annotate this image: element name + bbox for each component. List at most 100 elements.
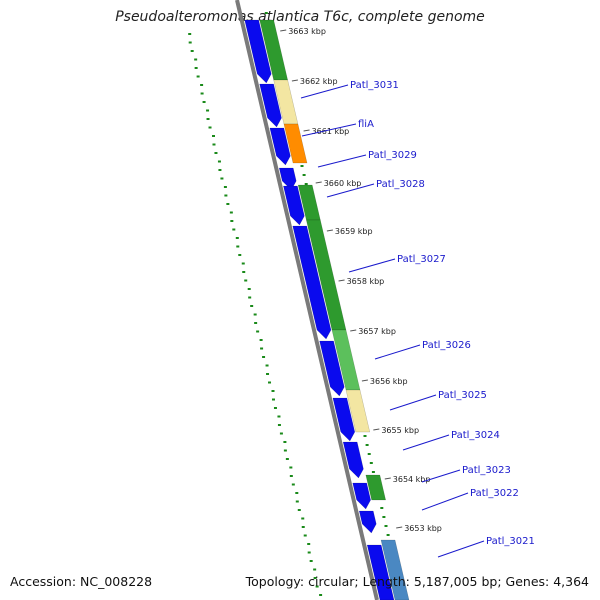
gc-dot bbox=[200, 84, 204, 86]
gc-dot bbox=[206, 109, 210, 112]
gc-dot bbox=[262, 356, 266, 358]
cds-arrow bbox=[259, 83, 282, 128]
feature-tracks bbox=[244, 19, 410, 600]
gc-dot bbox=[220, 177, 224, 180]
gene-label[interactable]: fliA bbox=[358, 119, 374, 130]
cds-arrow bbox=[358, 510, 377, 534]
gc-dot bbox=[247, 288, 251, 290]
gc-dot bbox=[319, 594, 323, 596]
tick-label: 3660 kbp bbox=[324, 179, 362, 188]
kbp-ticks: 3663 kbp 3662 kbp 3661 kbp 3660 kbp 3659 kbp… bbox=[280, 27, 442, 533]
tick-label: 3655 kbp bbox=[381, 426, 419, 435]
tick-mark bbox=[384, 477, 391, 480]
gc-dot bbox=[285, 458, 289, 460]
gc-dot bbox=[208, 126, 212, 129]
gene-label[interactable]: Patl_3021 bbox=[486, 536, 535, 547]
gene-leader-line bbox=[421, 469, 461, 483]
gc-dot bbox=[301, 517, 305, 520]
cds-arrow bbox=[244, 19, 272, 84]
cds-arrow bbox=[319, 340, 345, 397]
gc-content-dot bbox=[302, 174, 306, 176]
gc-skew-dotted-track bbox=[188, 33, 323, 596]
gc-dot bbox=[218, 169, 222, 171]
gc-dot bbox=[229, 211, 233, 214]
gc-dot bbox=[295, 500, 299, 503]
tick-label: 3658 kbp bbox=[347, 277, 385, 286]
gene-labels: Patl_3031 fliA Patl_3029 Patl_3028 Patl_3027… bbox=[300, 80, 535, 558]
gene-label[interactable]: Patl_3028 bbox=[376, 179, 425, 190]
gc-dot bbox=[223, 186, 227, 188]
gc-dot bbox=[212, 143, 216, 146]
gc-dot bbox=[194, 58, 198, 61]
feature-segment-6 bbox=[345, 389, 371, 433]
gc-dot bbox=[196, 75, 200, 78]
gene-label[interactable]: Patl_3024 bbox=[451, 430, 500, 441]
gene-label[interactable]: Patl_3022 bbox=[470, 488, 519, 499]
gc-dot bbox=[242, 271, 246, 273]
gene-leader-line bbox=[402, 434, 450, 451]
gc-content-dot bbox=[304, 183, 308, 185]
gc-dot bbox=[194, 67, 198, 69]
gc-dot bbox=[271, 398, 275, 401]
gc-dot bbox=[268, 381, 272, 384]
gc-dot bbox=[313, 577, 317, 579]
gc-dot bbox=[226, 203, 230, 205]
gc-dot bbox=[214, 152, 218, 154]
gc-dot bbox=[188, 41, 192, 44]
tick-mark bbox=[373, 428, 380, 431]
gc-dot bbox=[212, 135, 215, 137]
tick-label: 3661 kbp bbox=[312, 127, 350, 136]
gene-leader-line bbox=[437, 540, 485, 558]
gc-dot bbox=[230, 220, 234, 222]
gc-dot bbox=[315, 585, 319, 588]
tick-mark bbox=[338, 279, 345, 282]
cds-arrow bbox=[278, 167, 297, 191]
cds-arrow bbox=[292, 225, 332, 340]
gc-dot bbox=[250, 305, 254, 307]
genome-summary-text: Topology: circular; Length: 5,187,005 bp… bbox=[245, 574, 589, 589]
feature-segment-8 bbox=[380, 539, 410, 600]
tick-label: 3657 kbp bbox=[358, 327, 396, 336]
gene-leader-line bbox=[421, 492, 469, 511]
map-title: Pseudoalteromonas atlantica T6c, complet… bbox=[115, 9, 485, 25]
gc-dot bbox=[232, 228, 236, 231]
tick-label: 3654 kbp bbox=[393, 475, 431, 484]
gc-dot bbox=[271, 390, 275, 392]
gc-content-dot bbox=[382, 516, 386, 518]
gc-dot bbox=[265, 364, 269, 367]
cds-arrow bbox=[332, 397, 356, 442]
gene-label[interactable]: Patl_3026 bbox=[422, 340, 471, 351]
gc-dot bbox=[235, 237, 239, 239]
gc-dot bbox=[248, 296, 252, 299]
gc-dot bbox=[283, 449, 287, 452]
gc-dot bbox=[307, 551, 311, 554]
cds-arrow bbox=[342, 441, 364, 479]
gc-dot bbox=[238, 254, 242, 256]
gc-dot bbox=[273, 407, 277, 409]
gc-dot bbox=[190, 50, 194, 52]
gene-label[interactable]: Patl_3025 bbox=[438, 390, 487, 401]
tick-mark bbox=[350, 329, 357, 332]
gene-label[interactable]: Patl_3027 bbox=[397, 254, 446, 265]
gc-dot bbox=[241, 262, 245, 265]
tick-mark bbox=[361, 379, 368, 382]
gc-dot bbox=[217, 160, 221, 163]
gc-dot bbox=[260, 347, 264, 350]
gc-dot bbox=[289, 466, 293, 469]
gc-dot bbox=[309, 560, 313, 562]
gc-dot bbox=[256, 330, 260, 333]
tick-mark bbox=[291, 79, 298, 82]
gene-label[interactable]: Patl_3023 bbox=[462, 465, 511, 476]
cds-arrow bbox=[352, 482, 371, 510]
gc-dot bbox=[277, 415, 281, 418]
gene-label[interactable]: Patl_3031 bbox=[350, 80, 399, 91]
gene-leader-line bbox=[374, 344, 421, 360]
accession-text: Accession: NC_008228 bbox=[10, 574, 153, 589]
feature-segment-7 bbox=[365, 474, 386, 501]
gene-label[interactable]: Patl_3029 bbox=[368, 150, 417, 161]
gc-dot bbox=[202, 101, 206, 103]
gc-content-dot bbox=[363, 435, 367, 437]
cds-arrow bbox=[269, 127, 291, 166]
gc-content-dot bbox=[369, 462, 373, 464]
